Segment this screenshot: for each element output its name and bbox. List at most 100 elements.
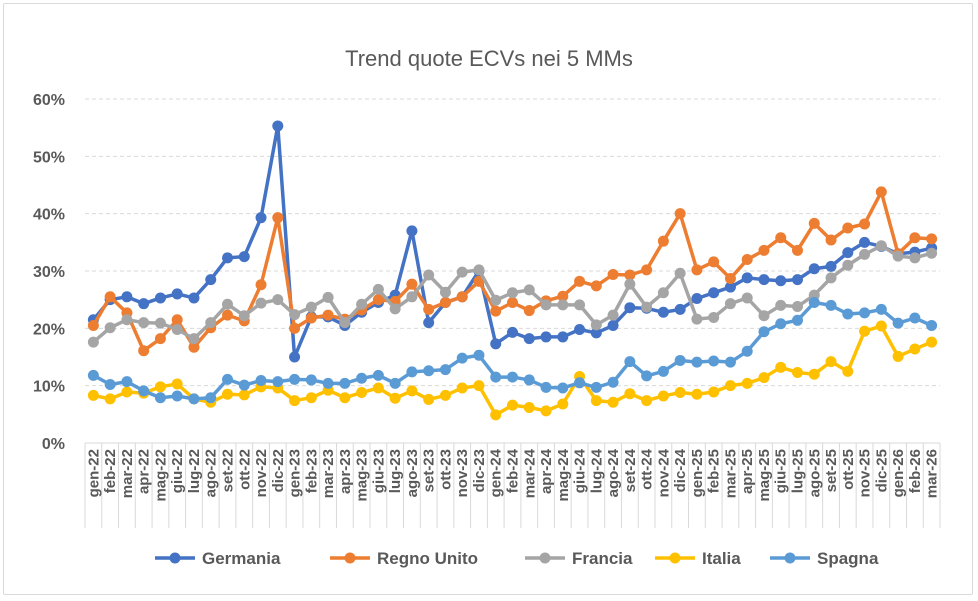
data-point — [305, 301, 317, 313]
data-point — [674, 354, 686, 366]
data-point — [305, 312, 317, 324]
data-point — [674, 208, 686, 220]
data-point — [255, 375, 267, 387]
data-point — [775, 232, 787, 244]
data-point — [691, 264, 703, 276]
legend-marker — [669, 552, 681, 564]
data-point — [339, 392, 351, 404]
data-point — [439, 286, 451, 298]
legend-label: Spagna — [817, 549, 879, 568]
x-tick-label: ott-23 — [437, 449, 454, 490]
x-tick-label: ott-22 — [236, 449, 253, 490]
data-point — [171, 314, 183, 326]
data-point — [557, 290, 569, 302]
y-tick-label: 30% — [33, 264, 65, 281]
data-point — [859, 307, 871, 319]
data-point — [842, 247, 854, 259]
data-point — [322, 309, 334, 321]
x-tick-label: lug-23 — [387, 449, 404, 493]
data-point — [490, 305, 502, 317]
x-tick-label: apr-23 — [337, 449, 354, 494]
x-tick-label: feb-23 — [303, 449, 320, 493]
x-tick-label: giu-23 — [370, 449, 387, 493]
data-point — [171, 288, 183, 300]
data-point — [523, 333, 535, 345]
data-point — [456, 352, 468, 364]
x-tick-label: giu-24 — [572, 448, 589, 493]
data-point — [641, 395, 653, 407]
x-tick-label: giu-22 — [169, 449, 186, 493]
x-tick-label: dic-25 — [873, 449, 890, 492]
x-tick-label: apr-25 — [739, 449, 756, 494]
data-point — [590, 327, 602, 339]
data-point — [372, 369, 384, 381]
data-point — [741, 345, 753, 357]
x-tick-label: set-23 — [421, 449, 438, 492]
data-point — [423, 393, 435, 405]
x-tick-label: mar-25 — [722, 449, 739, 498]
data-point — [741, 254, 753, 266]
data-point — [859, 236, 871, 248]
data-point — [691, 313, 703, 325]
x-tick-label: mar-23 — [320, 449, 337, 498]
data-point — [708, 311, 720, 323]
series-italia — [87, 320, 938, 421]
data-point — [104, 291, 116, 303]
data-point — [624, 278, 636, 290]
data-point — [691, 356, 703, 368]
data-point — [272, 294, 284, 306]
data-point — [87, 389, 99, 401]
data-point — [389, 303, 401, 315]
data-point — [909, 312, 921, 324]
data-point — [523, 305, 535, 317]
x-tick-label: mag-25 — [756, 449, 773, 502]
y-tick-label: 50% — [33, 149, 65, 166]
data-point — [289, 351, 301, 363]
data-point — [674, 387, 686, 399]
data-point — [138, 385, 150, 397]
data-point — [473, 264, 485, 276]
data-point — [641, 301, 653, 313]
data-point — [724, 380, 736, 392]
series-spagna — [87, 297, 938, 405]
x-tick-label: set-22 — [220, 449, 237, 492]
data-point — [456, 382, 468, 394]
data-point — [222, 298, 233, 310]
data-point — [138, 345, 150, 357]
data-point — [758, 326, 770, 338]
data-point — [540, 381, 552, 393]
data-point — [171, 378, 183, 390]
legend-item: Francia — [525, 549, 633, 568]
data-point — [238, 389, 250, 401]
data-point — [523, 284, 535, 296]
x-tick-label: gen-25 — [689, 449, 706, 497]
data-point — [87, 319, 99, 331]
legend-marker — [344, 552, 356, 564]
data-point — [926, 247, 938, 259]
legend-item: Germania — [155, 549, 281, 568]
data-point — [808, 263, 820, 275]
data-point — [641, 370, 653, 382]
data-point — [121, 314, 133, 326]
x-tick-label: dic-22 — [270, 449, 287, 492]
legend-item: Italia — [655, 549, 741, 568]
legend: Germania Regno Unito Francia Italia Spagna — [155, 549, 879, 568]
x-tick-label: apr-24 — [538, 448, 555, 494]
x-tick-label: mag-24 — [555, 448, 572, 501]
data-point — [456, 291, 468, 303]
data-point — [775, 361, 787, 373]
data-point — [104, 322, 116, 334]
x-tick-label: set-25 — [823, 449, 840, 492]
data-point — [138, 317, 150, 329]
data-point — [205, 274, 217, 286]
x-tick-label: mar-26 — [924, 449, 941, 498]
x-tick-label: ago-25 — [806, 449, 823, 497]
x-tick-label: nov-23 — [454, 449, 471, 497]
data-point — [842, 308, 854, 320]
legend-label: Francia — [572, 549, 633, 568]
data-point — [624, 302, 636, 314]
data-point — [792, 314, 803, 326]
data-point — [473, 380, 485, 392]
data-point — [708, 256, 720, 268]
data-point — [657, 235, 669, 247]
